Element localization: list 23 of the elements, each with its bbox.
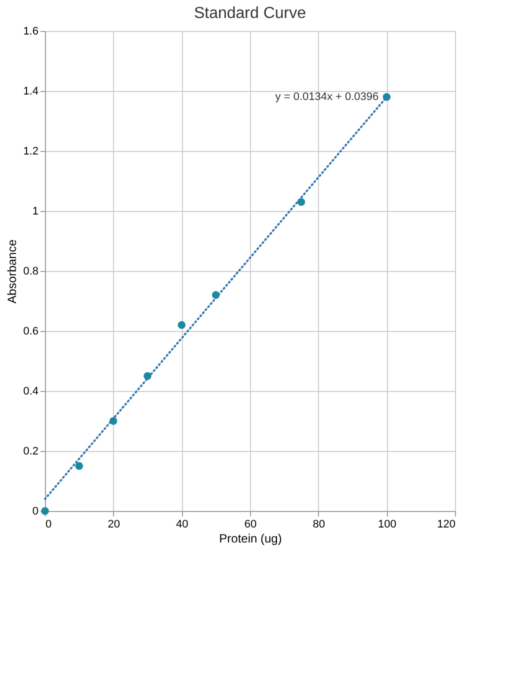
y-tick-label: 0.2 — [23, 446, 38, 458]
x-tick-label: 100 — [378, 518, 396, 530]
x-tick-label: 0 — [46, 518, 52, 530]
y-tick-label: 0.8 — [23, 266, 38, 278]
point — [178, 321, 186, 329]
point — [75, 462, 84, 470]
x-tick-label: 60 — [244, 518, 257, 530]
y-tick-label: 0 — [32, 506, 38, 518]
y-tick-label: 1.2 — [23, 146, 38, 158]
x-tick-label: 40 — [176, 518, 188, 530]
y-tick-label: 1 — [32, 206, 38, 218]
x-tick-label: 120 — [437, 518, 456, 530]
y-tick-label: 1.4 — [23, 86, 38, 98]
x-tick-label: 20 — [108, 518, 120, 530]
y-tick-label: 0.6 — [23, 326, 38, 338]
point — [382, 93, 391, 101]
chart-title: Standard Curve — [194, 5, 306, 22]
y-tick-label: 0.4 — [23, 386, 38, 398]
y-tick-label: 1.6 — [23, 26, 38, 38]
x-axis-title: Protein (ug) — [219, 532, 282, 546]
x-tick-label: 80 — [312, 518, 325, 530]
annotation: y = 0.0134x + 0.0396 — [275, 91, 379, 103]
y-axis-title: Absorbance — [5, 239, 20, 304]
